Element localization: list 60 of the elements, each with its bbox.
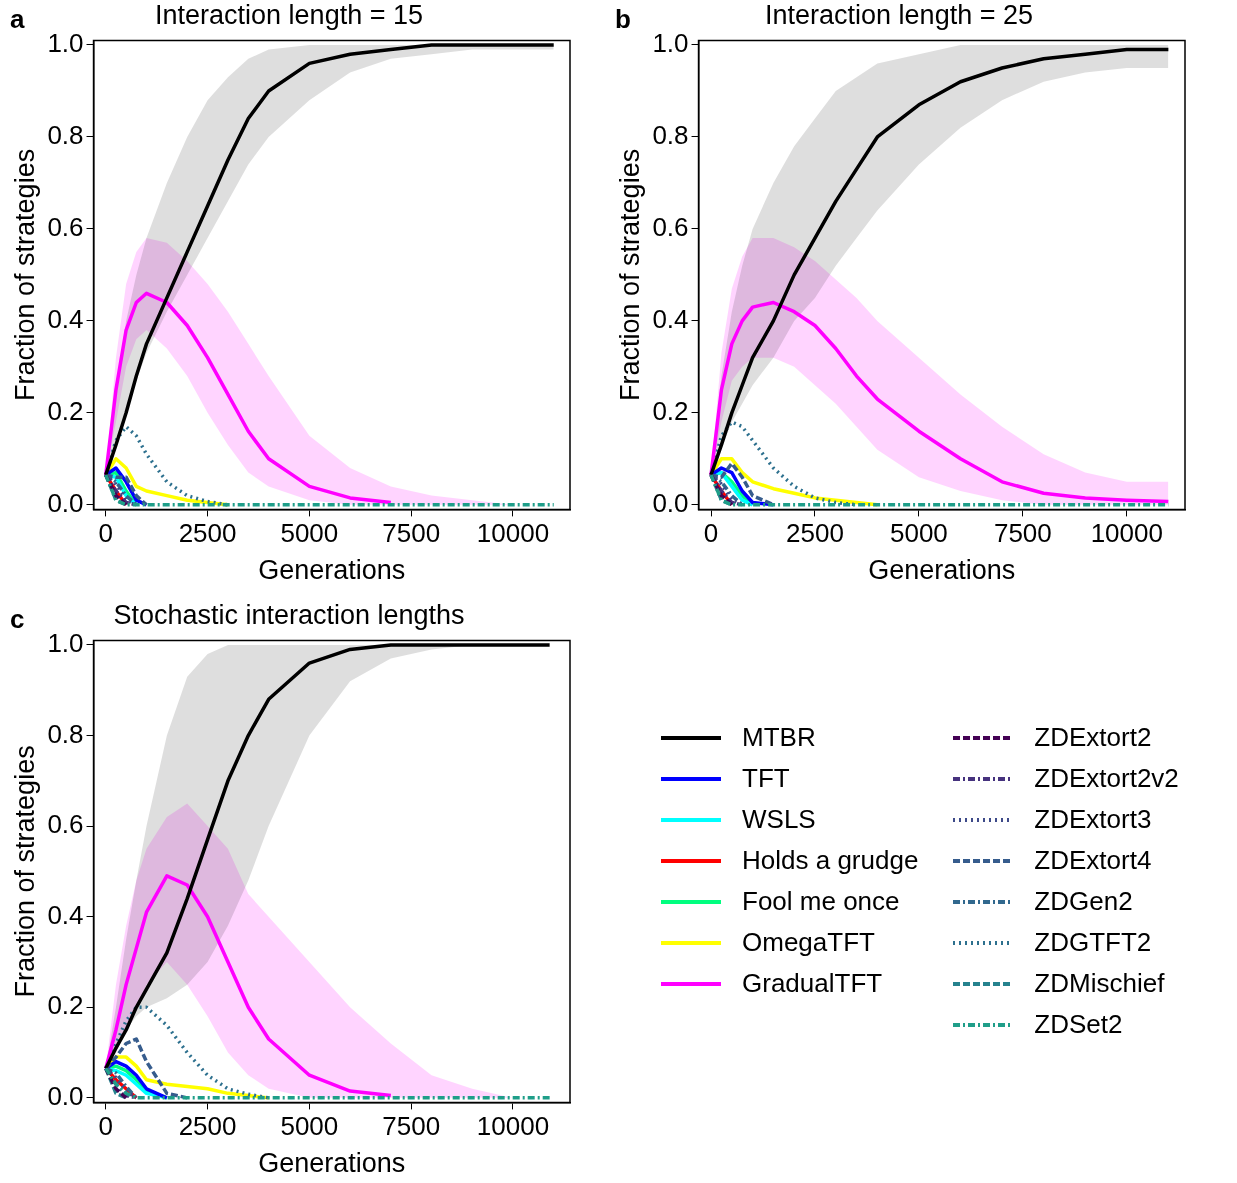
chart-title: Stochastic interaction lengths <box>113 599 465 630</box>
legend-label: ZDSet2 <box>1034 1009 1123 1040</box>
y-axis-title: Fraction of strategies <box>9 148 40 401</box>
x-tick-label: 7500 <box>382 1111 441 1142</box>
y-axis-title: Fraction of strategies <box>9 745 40 998</box>
x-axis-title: Generations <box>258 555 406 586</box>
y-tick-label: 0.0 <box>47 487 84 518</box>
x-tick-label: 2500 <box>178 1111 237 1142</box>
x-tick-label: 5000 <box>889 518 948 549</box>
y-tick-label: 0.0 <box>47 1081 84 1112</box>
y-tick-label: 0.6 <box>652 212 689 243</box>
text: c <box>10 604 25 635</box>
y-tick-label: 0.4 <box>652 304 689 335</box>
y-tick-label: 1.0 <box>652 28 689 59</box>
x-tick-label: 0 <box>98 518 113 549</box>
legend-label: ZDGen2 <box>1034 886 1133 917</box>
x-tick-label: 7500 <box>993 518 1052 549</box>
legend-label: ZDExtort3 <box>1034 804 1152 835</box>
x-axis-title: Generations <box>868 555 1016 586</box>
y-tick-label: 0.2 <box>652 396 689 427</box>
legend-label: OmegaTFT <box>742 927 875 958</box>
x-tick-label: 7500 <box>382 518 441 549</box>
legend-label: TFT <box>742 763 790 794</box>
y-tick-label: 0.6 <box>47 212 84 243</box>
text: b <box>615 4 631 35</box>
y-axis-title: Fraction of strategies <box>614 148 645 401</box>
x-tick-label: 5000 <box>280 1111 339 1142</box>
x-axis-title: Generations <box>258 1148 406 1179</box>
y-tick-label: 0.8 <box>47 718 84 749</box>
y-tick-label: 0.8 <box>652 120 689 151</box>
y-tick-label: 1.0 <box>47 628 84 659</box>
legend-label: ZDExtort2v2 <box>1034 763 1179 794</box>
chart-title: Interaction length = 25 <box>765 0 1033 30</box>
legend-label: ZDGTFT2 <box>1034 927 1152 958</box>
y-tick-label: 0.4 <box>47 304 84 335</box>
legend-label: ZDMischief <box>1034 968 1165 999</box>
x-tick-label: 2500 <box>178 518 237 549</box>
legend-label: WSLS <box>742 804 816 835</box>
y-tick-label: 0.2 <box>47 396 84 427</box>
y-tick-label: 0.8 <box>47 120 84 151</box>
y-tick-label: 1.0 <box>47 28 84 59</box>
x-tick-label: 0 <box>98 1111 113 1142</box>
y-tick-label: 0.4 <box>47 899 84 930</box>
y-tick-label: 0.6 <box>47 809 84 840</box>
legend-label: GradualTFT <box>742 968 883 999</box>
legend-label: MTBR <box>742 722 816 753</box>
y-tick-label: 0.2 <box>47 990 84 1021</box>
legend-label: Holds a grudge <box>742 845 919 876</box>
legend-label: Fool me once <box>742 886 900 917</box>
x-tick-label: 5000 <box>280 518 339 549</box>
x-tick-label: 10000 <box>1090 518 1163 549</box>
x-tick-label: 10000 <box>476 1111 550 1142</box>
text: a <box>10 4 25 35</box>
x-tick-label: 2500 <box>786 518 844 549</box>
legend-label: ZDExtort4 <box>1034 845 1152 876</box>
y-tick-label: 0.0 <box>652 487 689 518</box>
x-tick-label: 0 <box>703 518 719 549</box>
x-tick-label: 10000 <box>476 518 550 549</box>
chart-title: Interaction length = 15 <box>155 0 423 30</box>
legend-label: ZDExtort2 <box>1034 722 1152 753</box>
